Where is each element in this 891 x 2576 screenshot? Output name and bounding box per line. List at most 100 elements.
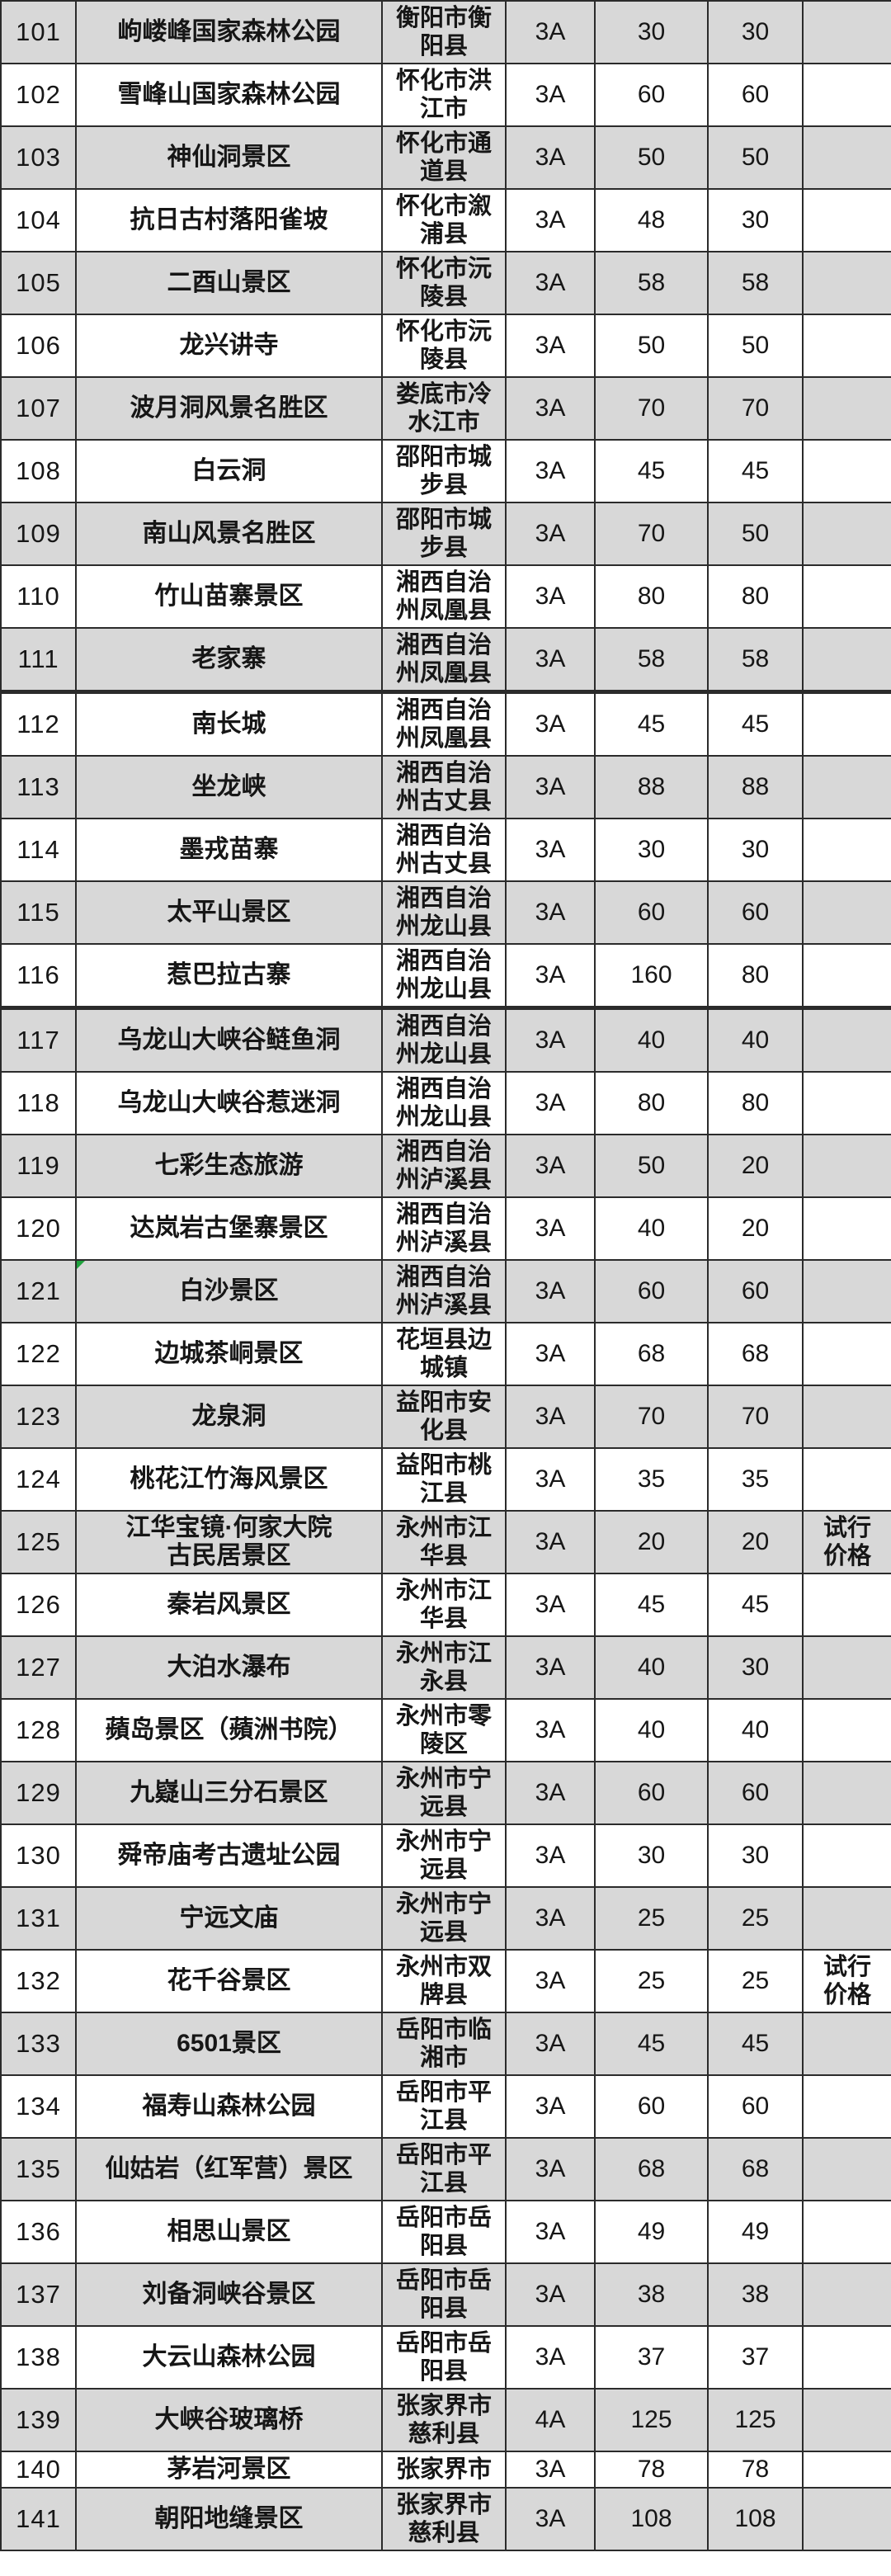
scenic-area-name-cell: 相思山景区 <box>75 2200 383 2264</box>
grade-cell: 3A <box>505 1196 596 1261</box>
table-row: 110 竹山苗寨景区 湘西自治州凤凰县 3A 80 80 <box>0 564 891 629</box>
table-row: 120 达岚岩古堡寨景区 湘西自治州泸溪县 3A 40 20 <box>0 1196 891 1261</box>
ticket-price-cell: 78 <box>594 2451 709 2489</box>
scenic-area-name-cell: 九嶷山三分石景区 <box>75 1761 383 1825</box>
row-number-cell: 125 <box>0 1510 77 1574</box>
scenic-area-name-cell: 仙姑岩（红军营）景区 <box>75 2137 383 2201</box>
grade-cell: 3A <box>505 1007 596 1073</box>
location-cell: 衡阳市衡阳县 <box>381 0 507 64</box>
note-cell <box>802 2012 891 2076</box>
discounted-price-cell: 37 <box>707 2325 804 2390</box>
location-cell: 张家界市慈利县 <box>381 2388 507 2452</box>
row-number-cell: 126 <box>0 1573 77 1637</box>
table-row: 104 抗日古村落阳雀坡 怀化市溆浦县 3A 48 30 <box>0 188 891 252</box>
grade-cell: 3A <box>505 880 596 945</box>
grade-cell: 3A <box>505 125 596 190</box>
note-cell <box>802 691 891 757</box>
scenic-area-name-cell: 边城茶峒景区 <box>75 1322 383 1386</box>
table-row: 133 6501景区 岳阳市临湘市 3A 45 45 <box>0 2012 891 2076</box>
grade-cell: 3A <box>505 1385 596 1449</box>
grade-cell: 3A <box>505 1823 596 1888</box>
row-number-cell: 118 <box>0 1071 77 1135</box>
scenic-area-name-cell: 大峡谷玻璃桥 <box>75 2388 383 2452</box>
discounted-price-cell: 45 <box>707 2012 804 2076</box>
discounted-price-cell: 25 <box>707 1886 804 1951</box>
grade-cell: 4A <box>505 2388 596 2452</box>
scenic-area-name-cell: 白云洞 <box>75 439 383 503</box>
scenic-area-name-cell: 白沙景区 <box>75 1259 383 1323</box>
location-cell: 怀化市沅陵县 <box>381 314 507 378</box>
discounted-price-cell: 60 <box>707 1761 804 1825</box>
table-row: 122 边城茶峒景区 花垣县边城镇 3A 68 68 <box>0 1322 891 1386</box>
row-number-cell: 132 <box>0 1949 77 2013</box>
table-row: 130 舜帝庙考古遗址公园 永州市宁远县 3A 30 30 <box>0 1823 891 1888</box>
location-cell: 怀化市通道县 <box>381 125 507 190</box>
ticket-price-cell: 45 <box>594 439 709 503</box>
table-row: 136 相思山景区 岳阳市岳阳县 3A 49 49 <box>0 2200 891 2264</box>
grade-cell: 3A <box>505 1510 596 1574</box>
grade-cell: 3A <box>505 251 596 315</box>
scenic-area-name-cell: 蘋岛景区（蘋洲书院） <box>75 1698 383 1762</box>
ticket-price-cell: 58 <box>594 627 709 694</box>
ticket-price-cell: 40 <box>594 1007 709 1073</box>
ticket-price-cell: 50 <box>594 125 709 190</box>
scenic-area-name-cell: 南长城 <box>75 691 383 757</box>
row-number-cell: 133 <box>0 2012 77 2076</box>
ticket-price-cell: 80 <box>594 1071 709 1135</box>
grade-cell: 3A <box>505 943 596 1010</box>
table-row: 112 南长城 湘西自治州凤凰县 3A 45 45 <box>0 691 891 757</box>
discounted-price-cell: 70 <box>707 376 804 441</box>
ticket-price-cell: 160 <box>594 943 709 1010</box>
scenic-area-name-cell: 墨戎苗寨 <box>75 818 383 882</box>
discounted-price-cell: 80 <box>707 1071 804 1135</box>
discounted-price-cell: 30 <box>707 0 804 64</box>
discounted-price-cell: 80 <box>707 564 804 629</box>
discounted-price-cell: 60 <box>707 1259 804 1323</box>
table-row: 135 仙姑岩（红军营）景区 岳阳市平江县 3A 68 68 <box>0 2137 891 2201</box>
scenic-area-name-cell: 坐龙峡 <box>75 755 383 819</box>
ticket-price-cell: 45 <box>594 691 709 757</box>
location-cell: 怀化市沅陵县 <box>381 251 507 315</box>
ticket-price-cell: 40 <box>594 1635 709 1700</box>
ticket-price-cell: 45 <box>594 2012 709 2076</box>
grade-cell: 3A <box>505 1573 596 1637</box>
discounted-price-cell: 49 <box>707 2200 804 2264</box>
location-cell: 张家界市 <box>381 2451 507 2489</box>
ticket-price-cell: 50 <box>594 314 709 378</box>
grade-cell: 3A <box>505 0 596 64</box>
location-cell: 湘西自治州凤凰县 <box>381 627 507 694</box>
scenic-area-name-cell: 二酉山景区 <box>75 251 383 315</box>
scenic-area-name-cell: 秦岩风景区 <box>75 1573 383 1637</box>
scenic-area-name-cell: 茅岩河景区 <box>75 2451 383 2489</box>
table-row: 118 乌龙山大峡谷惹迷洞 湘西自治州龙山县 3A 80 80 <box>0 1071 891 1135</box>
ticket-price-cell: 35 <box>594 1447 709 1512</box>
note-cell <box>802 502 891 566</box>
ticket-price-cell: 20 <box>594 1510 709 1574</box>
discounted-price-cell: 60 <box>707 2074 804 2139</box>
row-number-cell: 121 <box>0 1259 77 1323</box>
table-row: 119 七彩生态旅游 湘西自治州泸溪县 3A 50 20 <box>0 1134 891 1198</box>
location-cell: 益阳市安化县 <box>381 1385 507 1449</box>
row-number-cell: 120 <box>0 1196 77 1261</box>
note-cell <box>802 2325 891 2390</box>
row-number-cell: 124 <box>0 1447 77 1512</box>
scenic-area-name-cell: 福寿山森林公园 <box>75 2074 383 2139</box>
table-row: 124 桃花江竹海风景区 益阳市桃江县 3A 35 35 <box>0 1447 891 1512</box>
ticket-price-cell: 50 <box>594 1134 709 1198</box>
scenic-area-name-cell: 乌龙山大峡谷鲢鱼洞 <box>75 1007 383 1073</box>
discounted-price-cell: 58 <box>707 251 804 315</box>
table-row: 106 龙兴讲寺 怀化市沅陵县 3A 50 50 <box>0 314 891 378</box>
grade-cell: 3A <box>505 1447 596 1512</box>
discounted-price-cell: 25 <box>707 1949 804 2013</box>
discounted-price-cell: 40 <box>707 1698 804 1762</box>
ticket-price-cell: 88 <box>594 755 709 819</box>
ticket-price-cell: 40 <box>594 1698 709 1762</box>
discounted-price-cell: 58 <box>707 627 804 694</box>
row-number-cell: 106 <box>0 314 77 378</box>
table-row: 139 大峡谷玻璃桥 张家界市慈利县 4A 125 125 <box>0 2388 891 2452</box>
scenic-area-name-cell: 老家寨 <box>75 627 383 694</box>
grade-cell: 3A <box>505 1259 596 1323</box>
scenic-area-name-cell: 花千谷景区 <box>75 1949 383 2013</box>
discounted-price-cell: 45 <box>707 1573 804 1637</box>
discounted-price-cell: 88 <box>707 755 804 819</box>
